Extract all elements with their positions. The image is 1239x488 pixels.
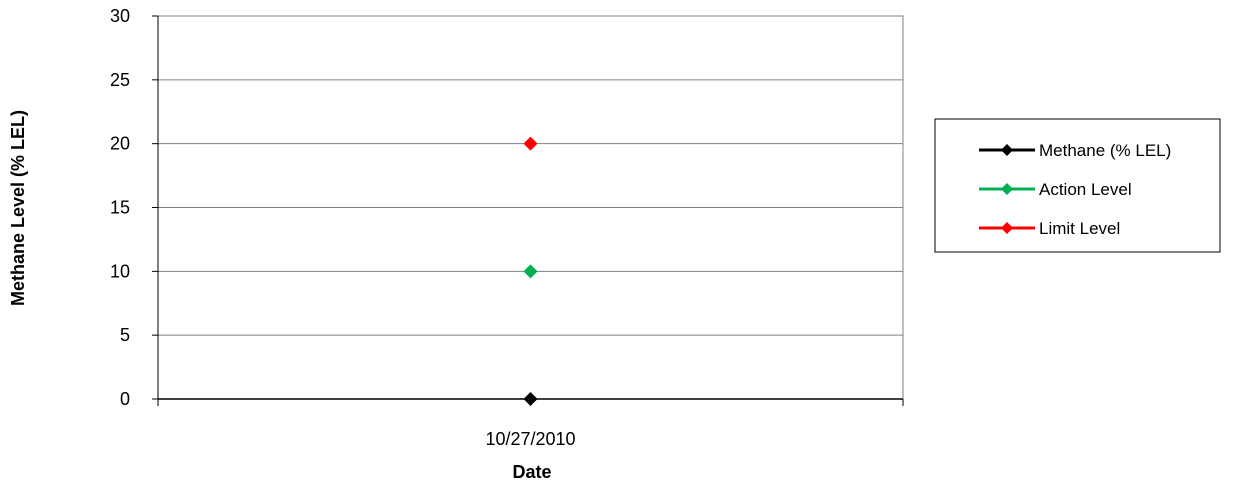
x-axis: 10/27/2010	[157, 398, 904, 449]
y-axis-title: Methane Level (% LEL)	[8, 110, 28, 306]
data-point-methane-lel	[523, 392, 538, 406]
y-tick-label: 30	[110, 6, 130, 26]
gridlines	[158, 15, 903, 336]
x-tick-label: 10/27/2010	[485, 429, 575, 449]
y-tick-label: 25	[110, 70, 130, 90]
data-markers	[523, 136, 538, 406]
legend-label-methane-lel: Methane (% LEL)	[1039, 141, 1171, 160]
y-tick-label: 0	[120, 389, 130, 409]
data-point-action-level	[523, 264, 538, 279]
legend-items: Methane (% LEL) Action Level Limit Level	[979, 141, 1171, 238]
data-point-limit-level	[523, 136, 538, 151]
legend-box	[934, 118, 1221, 253]
legend-marker-methane-lel	[1001, 144, 1013, 156]
y-tick-label: 15	[110, 198, 130, 218]
legend: Methane (% LEL) Action Level Limit Level	[934, 118, 1221, 253]
legend-label-action-level: Action Level	[1039, 180, 1132, 199]
y-tick-label: 5	[120, 325, 130, 345]
legend-marker-action-level	[1001, 183, 1013, 195]
legend-label-limit-level: Limit Level	[1039, 219, 1120, 238]
y-tick-label: 10	[110, 261, 130, 281]
x-axis-title: Date	[512, 462, 551, 482]
y-tick-label: 20	[110, 134, 130, 154]
legend-marker-limit-level	[1001, 222, 1013, 234]
y-axis: 0 5 10 15 20 25 30	[110, 6, 159, 409]
